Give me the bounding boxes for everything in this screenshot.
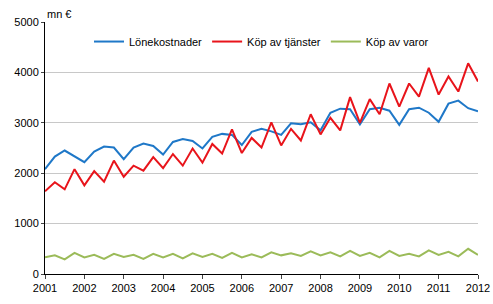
- svg-text:0: 0: [33, 268, 39, 280]
- svg-text:3000: 3000: [14, 117, 38, 129]
- svg-text:2002: 2002: [72, 282, 96, 294]
- svg-text:1000: 1000: [14, 217, 38, 229]
- svg-text:2004: 2004: [151, 282, 175, 294]
- svg-text:2006: 2006: [230, 282, 254, 294]
- svg-text:2008: 2008: [308, 282, 332, 294]
- svg-text:2007: 2007: [269, 282, 293, 294]
- svg-text:2012: 2012: [466, 282, 490, 294]
- svg-text:2005: 2005: [190, 282, 214, 294]
- svg-text:Köp av tjänster: Köp av tjänster: [247, 36, 321, 48]
- svg-text:2009: 2009: [348, 282, 372, 294]
- svg-text:Köp av varor: Köp av varor: [366, 36, 429, 48]
- svg-text:mn €: mn €: [47, 8, 71, 20]
- svg-text:2003: 2003: [111, 282, 135, 294]
- svg-text:2011: 2011: [427, 282, 451, 294]
- svg-text:2001: 2001: [33, 282, 57, 294]
- svg-text:Lönekostnader: Lönekostnader: [129, 36, 202, 48]
- svg-text:2000: 2000: [14, 167, 38, 179]
- svg-text:2010: 2010: [387, 282, 411, 294]
- svg-text:5000: 5000: [14, 16, 38, 28]
- svg-text:4000: 4000: [14, 66, 38, 78]
